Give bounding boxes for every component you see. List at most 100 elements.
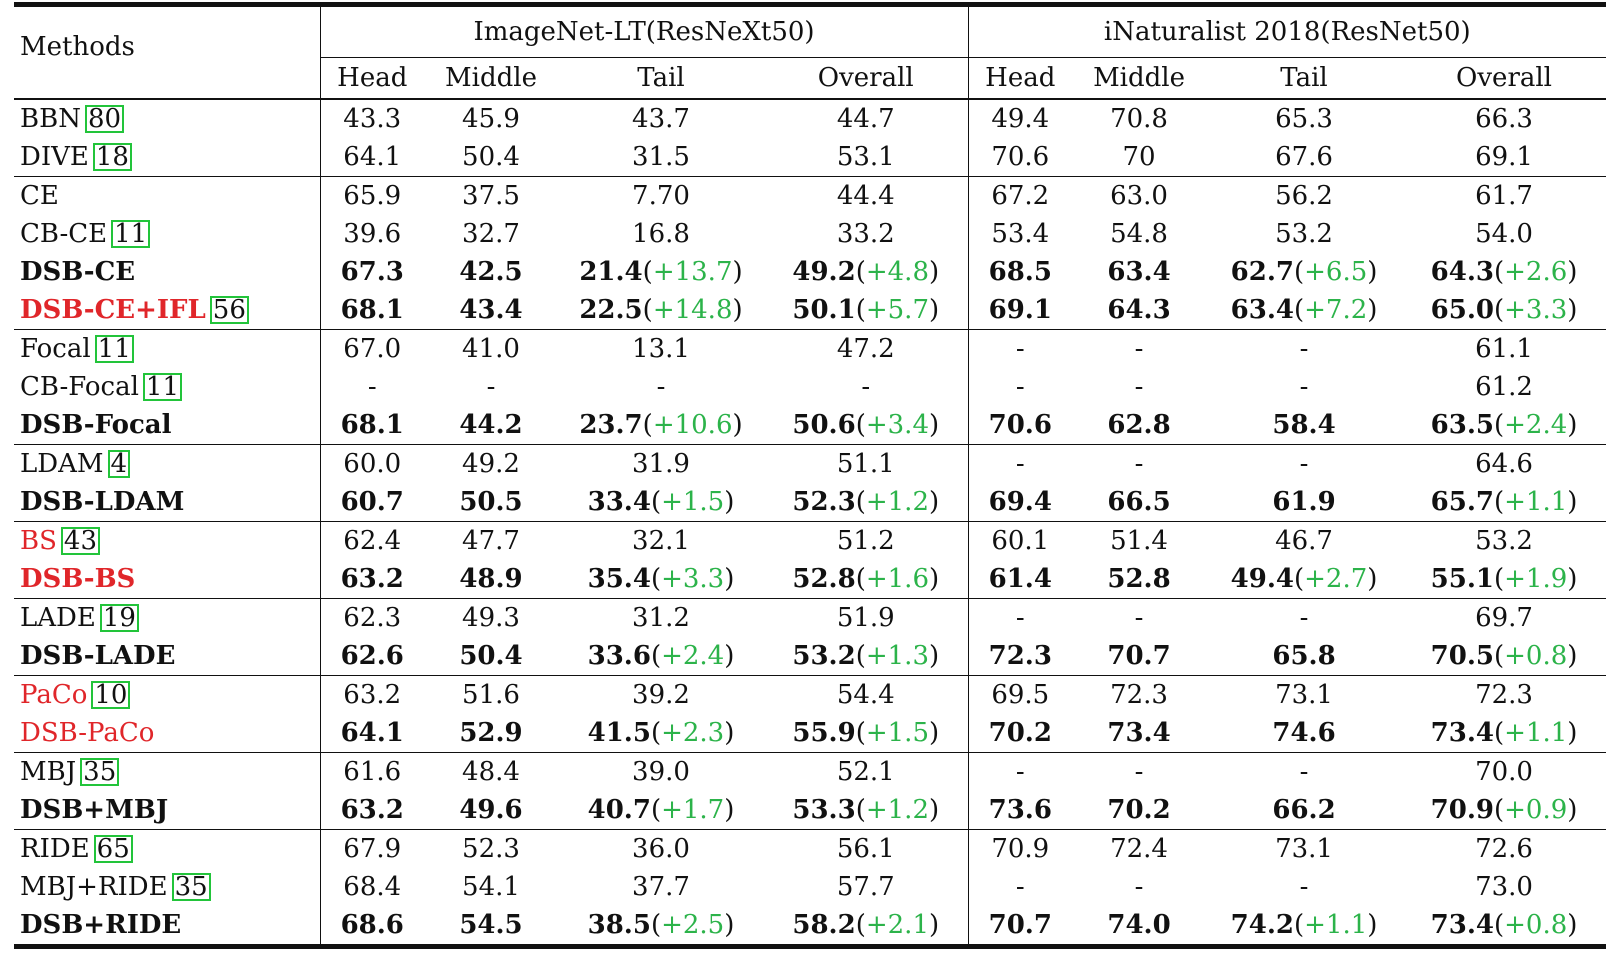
citation-link[interactable]: 11 — [142, 373, 183, 401]
citation-link[interactable]: 11 — [94, 335, 134, 363]
citation-link[interactable]: 80 — [84, 105, 125, 133]
gain-value: (+1.5) — [855, 718, 940, 748]
citation-link[interactable]: 18 — [92, 143, 132, 171]
method-cell: MBJ+RIDE 35 — [14, 868, 321, 906]
citation-link[interactable]: 56 — [209, 296, 249, 324]
method-name: DSB-PaCo — [20, 718, 155, 748]
value-cell: 54.8 — [1072, 215, 1206, 253]
value: 70.2 — [988, 718, 1052, 748]
citation-link[interactable]: 10 — [91, 681, 131, 709]
value: 70.7 — [1107, 641, 1171, 671]
value: 54.5 — [459, 910, 523, 940]
value: 62.8 — [1107, 410, 1171, 440]
value: 73.4 — [1430, 718, 1494, 748]
column-header-tail-inat: Tail — [1206, 57, 1403, 100]
value: 72.3 — [1475, 680, 1533, 710]
table-row: CB-Focal 11 - - - - - - - 61.2 — [14, 368, 1606, 406]
value: 63.2 — [340, 564, 404, 594]
method-name: DIVE — [20, 142, 89, 172]
table-row: DSB-LADE 62.6 50.4 33.6(+2.4) 53.2(+1.3) 72.3… — [14, 637, 1606, 676]
value: 23.7 — [579, 410, 643, 440]
value-cell: 42.5 — [424, 253, 558, 291]
value: 69.1 — [988, 295, 1052, 325]
value-cell: 55.1(+1.9) — [1402, 560, 1606, 599]
value: 65.9 — [343, 181, 402, 211]
value: 37.7 — [632, 872, 690, 902]
value-cell: 39.6 — [320, 215, 424, 253]
citation-link[interactable]: 35 — [171, 873, 211, 901]
value-cell: - — [1072, 598, 1207, 637]
table-row: CB-CE 11 39.6 32.7 16.8 33.2 53.4 54.8 53.2 54.0 — [14, 215, 1606, 253]
value: 39.0 — [632, 757, 690, 787]
value-cell: 65.7(+1.1) — [1402, 483, 1606, 522]
value-cell: 22.5(+14.8) — [558, 291, 764, 330]
value: 70.2 — [1107, 795, 1171, 825]
method-name: LDAM — [20, 449, 104, 479]
gain-value: (+0.8) — [1493, 641, 1578, 671]
value-cell: 69.5 — [968, 675, 1073, 714]
value-cell: 49.4(+2.7) — [1206, 560, 1402, 599]
value-cell: 53.4 — [968, 215, 1072, 253]
value-cell: 61.2 — [1402, 368, 1606, 406]
column-header-overall-inat: Overall — [1402, 57, 1607, 100]
value-cell: 51.9 — [764, 598, 969, 637]
value: - — [1299, 603, 1309, 633]
value-cell: 69.4 — [968, 483, 1072, 522]
citation-link[interactable]: 11 — [111, 220, 151, 248]
method-cell: CB-CE 11 — [14, 215, 321, 253]
value-cell: 53.1 — [764, 138, 969, 177]
value: 61.2 — [1475, 372, 1533, 402]
value: 73.1 — [1275, 834, 1333, 864]
value: 64.1 — [340, 718, 404, 748]
value: 50.6 — [792, 410, 856, 440]
value: 51.4 — [1110, 526, 1168, 556]
value-cell: - — [1072, 752, 1207, 791]
value: - — [367, 372, 377, 402]
value-cell: 51.6 — [424, 675, 558, 714]
citation-link[interactable]: 43 — [60, 527, 101, 555]
gain-value: (+6.5) — [1293, 257, 1378, 287]
value: 61.7 — [1475, 181, 1533, 211]
value-cell: - — [968, 598, 1073, 637]
citation-link[interactable]: 65 — [93, 835, 133, 863]
subheader-row: Head Middle Tail Overall Head Middle Tail Overa… — [14, 57, 1607, 100]
method-name: DSB-Focal — [20, 410, 172, 440]
value: 47.2 — [836, 334, 895, 364]
value: 36.0 — [632, 834, 690, 864]
value-cell: 51.2 — [764, 521, 969, 560]
value: 67.3 — [340, 257, 404, 287]
value: 72.3 — [1110, 680, 1168, 710]
citation-link[interactable]: 35 — [80, 758, 120, 786]
value: - — [1134, 872, 1144, 902]
citation-link[interactable]: 4 — [107, 450, 131, 478]
value-cell: 31.2 — [558, 598, 764, 637]
method-name: DSB+MBJ — [20, 795, 169, 825]
value: 13.1 — [632, 334, 690, 364]
value-cell: 50.4 — [424, 637, 558, 676]
value: 72.6 — [1475, 834, 1533, 864]
value-cell: 37.7 — [558, 868, 764, 906]
value-cell: 61.1 — [1402, 329, 1607, 368]
table-row: PaCo 10 63.2 51.6 39.2 54.4 69.5 72.3 73.1 72.3 — [14, 675, 1607, 714]
value: 67.9 — [343, 834, 402, 864]
value: 53.4 — [991, 219, 1050, 249]
value-cell: 72.6 — [1402, 829, 1607, 868]
value: 42.5 — [459, 257, 523, 287]
value-cell: 51.4 — [1072, 521, 1207, 560]
gain-value: (+4.8) — [855, 257, 940, 287]
value: 66.2 — [1272, 795, 1336, 825]
value: 53.3 — [792, 795, 856, 825]
value: 70.9 — [1430, 795, 1494, 825]
method-cell: DSB-PaCo — [14, 714, 321, 753]
value: 65.7 — [1430, 487, 1494, 517]
value-cell: 64.1 — [320, 714, 424, 753]
value-cell: 64.1 — [320, 138, 424, 177]
table-row: LDAM 4 60.0 49.2 31.9 51.1 - - - 64.6 — [14, 444, 1607, 483]
value-cell: 68.1 — [320, 406, 424, 445]
value-cell: 48.4 — [424, 752, 558, 791]
value: 62.4 — [343, 526, 402, 556]
value: 65.8 — [1272, 641, 1336, 671]
value: 55.1 — [1430, 564, 1494, 594]
value: 63.4 — [1107, 257, 1171, 287]
citation-link[interactable]: 19 — [99, 604, 139, 632]
